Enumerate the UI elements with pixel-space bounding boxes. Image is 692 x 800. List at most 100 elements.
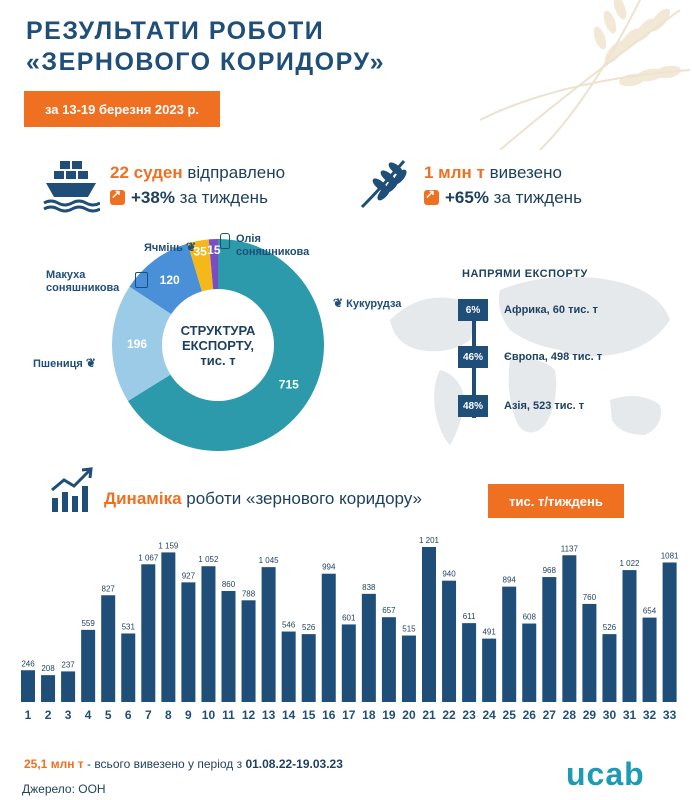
bar-category-label: 22 (442, 708, 456, 722)
direction-asia-label: Азія, 523 тис. т (504, 400, 585, 412)
bar-week-31 (622, 570, 637, 702)
bar-week-32 (642, 617, 657, 702)
bar-category-label: 13 (262, 708, 276, 722)
bar-value-label: 788 (242, 589, 256, 598)
bar-category-label: 16 (322, 708, 336, 722)
bar-week-21 (422, 547, 436, 702)
bar-week-20 (401, 635, 416, 702)
bar-category-label: 30 (603, 708, 617, 722)
bar-week-28 (562, 555, 577, 702)
bar-value-label: 894 (503, 576, 517, 585)
pie-value-corn: 715 (279, 377, 299, 391)
bar-value-label: 546 (282, 621, 296, 630)
bar-week-8 (161, 552, 176, 702)
bar-value-label: 491 (482, 628, 496, 637)
trend-up-icon (110, 187, 125, 205)
bar-category-label: 17 (342, 708, 356, 722)
bar-value-label: 608 (523, 613, 537, 622)
bar-week-19 (381, 617, 396, 702)
direction-europe-pct: 46% (458, 346, 488, 368)
meal-label-line-1: Макуха (46, 269, 86, 281)
title-line-2: «ЗЕРНОВОГО КОРИДОРУ» (26, 48, 385, 76)
bar-category-label: 27 (543, 708, 557, 722)
date-range-badge: за 13-19 березня 2023 р. (24, 91, 220, 127)
title-line-1: РЕЗУЛЬТАТИ РОБОТИ (26, 17, 325, 45)
oil-icon (220, 233, 230, 249)
pie-center-label-2: ЕКСПОРТУ, (182, 338, 254, 353)
corn-icon: ❦ (333, 296, 344, 310)
bar-category-label: 29 (583, 708, 597, 722)
pie-label-barley: Ячмінь ❦ (144, 241, 196, 255)
bar-value-label: 1 159 (158, 541, 179, 550)
pie-center-label-3: тис. т (200, 353, 235, 368)
pie-label-meal: Макуха соняшникова (46, 269, 119, 295)
page-title: РЕЗУЛЬТАТИ РОБОТИ «ЗЕРНОВОГО КОРИДОРУ» (26, 16, 385, 78)
bar-week-29 (582, 603, 597, 702)
unit-badge: тис. т/тиждень (488, 484, 624, 518)
direction-africa-pct: 6% (458, 299, 488, 321)
ships-change-label: за тиждень (174, 188, 268, 207)
bar-category-label: 4 (85, 708, 92, 722)
wheat-decoration-icon (480, 0, 691, 150)
wheat-label: Пшениця (33, 358, 83, 370)
total-mid: - всього вивезено у період з (83, 757, 246, 771)
bar-week-12 (241, 600, 256, 702)
meal-icon (135, 272, 148, 288)
direction-asia-pct: 48% (458, 395, 488, 417)
barley-label: Ячмінь (144, 242, 183, 254)
bar-value-label: 968 (543, 566, 557, 575)
bar-value-label: 654 (643, 607, 657, 616)
bar-value-label: 860 (222, 580, 236, 589)
bar-value-label: 526 (302, 623, 316, 632)
bar-category-label: 6 (125, 708, 132, 722)
pie-value-wheat: 196 (127, 337, 147, 351)
bar-week-9 (181, 582, 196, 702)
pie-slice-wheat (112, 286, 172, 401)
bar-week-10 (201, 566, 216, 702)
bar-value-label: 531 (122, 622, 136, 631)
bar-value-label: 838 (362, 583, 376, 592)
bar-value-label: 657 (382, 606, 396, 615)
bar-category-label: 19 (382, 708, 396, 722)
bar-week-18 (361, 593, 376, 702)
bar-value-label: 940 (442, 570, 456, 579)
bar-value-label: 601 (342, 613, 356, 622)
bar-week-3 (61, 671, 76, 702)
bar-category-label: 14 (282, 708, 296, 722)
bar-category-label: 8 (165, 708, 172, 722)
pie-label-oil: Олія соняшникова (236, 233, 309, 259)
bar-category-label: 18 (362, 708, 376, 722)
total-value: 25,1 млн т (24, 757, 84, 771)
bar-value-label: 208 (41, 664, 55, 673)
bar-category-label: 26 (523, 708, 537, 722)
ships-change: +38% (131, 188, 175, 207)
directions-title: НАПРЯМИ ЕКСПОРТУ (462, 268, 588, 280)
bar-week-24 (482, 638, 497, 702)
bar-value-label: 1 201 (419, 536, 440, 545)
bar-week-22 (442, 580, 457, 702)
bar-week-14 (281, 631, 296, 702)
corn-label: Кукурудза (346, 298, 402, 310)
bar-value-label: 760 (583, 593, 597, 602)
pie-value-oil: 15 (207, 243, 221, 257)
bar-category-label: 20 (402, 708, 416, 722)
bar-week-13 (261, 567, 276, 702)
bar-value-label: 1 045 (259, 556, 280, 565)
bar-value-label: 827 (102, 584, 116, 593)
bar-category-label: 15 (302, 708, 316, 722)
bar-value-label: 1 022 (619, 559, 640, 568)
bar-category-label: 24 (482, 708, 496, 722)
ships-value: 22 суден (110, 163, 183, 182)
ships-change-stat: +38% за тиждень (110, 187, 268, 208)
bar-value-label: 927 (182, 571, 196, 580)
bar-value-label: 994 (322, 563, 336, 572)
wheat-small-icon: ❦ (85, 356, 96, 370)
bar-week-26 (522, 623, 537, 702)
bar-category-label: 5 (105, 708, 112, 722)
bar-category-label: 21 (422, 708, 436, 722)
pie-label-corn: ❦ Кукурудза (333, 297, 401, 311)
trend-up-icon (424, 187, 439, 205)
barley-icon: ❦ (185, 240, 197, 254)
dynamics-title: Динаміка роботи «зернового коридору» (104, 489, 422, 509)
bar-category-label: 31 (623, 708, 637, 722)
